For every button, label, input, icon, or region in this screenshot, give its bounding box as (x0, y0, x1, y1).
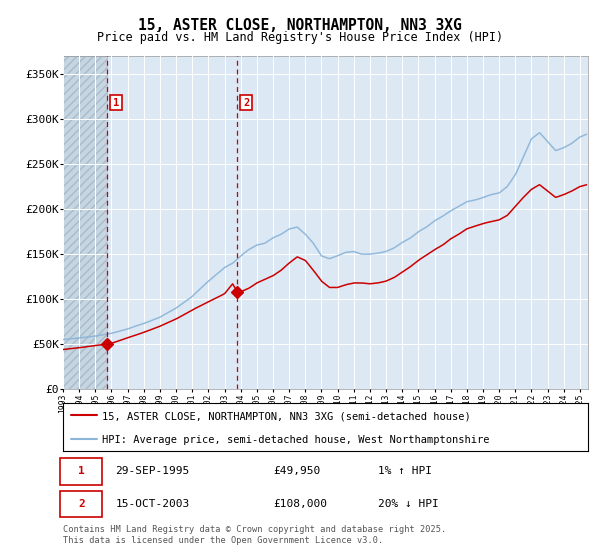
Text: £108,000: £108,000 (273, 499, 327, 509)
Text: 29-SEP-1995: 29-SEP-1995 (115, 466, 190, 477)
Text: 15-OCT-2003: 15-OCT-2003 (115, 499, 190, 509)
FancyBboxPatch shape (61, 458, 103, 485)
Text: 15, ASTER CLOSE, NORTHAMPTON, NN3 3XG: 15, ASTER CLOSE, NORTHAMPTON, NN3 3XG (138, 18, 462, 33)
Bar (63, 56, 107, 389)
Text: 15, ASTER CLOSE, NORTHAMPTON, NN3 3XG (semi-detached house): 15, ASTER CLOSE, NORTHAMPTON, NN3 3XG (s… (103, 411, 471, 421)
Text: HPI: Average price, semi-detached house, West Northamptonshire: HPI: Average price, semi-detached house,… (103, 435, 490, 445)
Text: £49,950: £49,950 (273, 466, 320, 477)
FancyBboxPatch shape (61, 491, 103, 517)
Text: Price paid vs. HM Land Registry's House Price Index (HPI): Price paid vs. HM Land Registry's House … (97, 31, 503, 44)
Text: 2: 2 (78, 499, 85, 509)
Bar (107, 56, 237, 389)
Bar (63, 56, 107, 389)
Text: 1: 1 (78, 466, 85, 477)
Text: 20% ↓ HPI: 20% ↓ HPI (378, 499, 439, 509)
Text: 1: 1 (113, 98, 119, 108)
Text: Contains HM Land Registry data © Crown copyright and database right 2025.
This d: Contains HM Land Registry data © Crown c… (63, 525, 446, 545)
Text: 1% ↑ HPI: 1% ↑ HPI (378, 466, 432, 477)
Text: 2: 2 (243, 98, 249, 108)
